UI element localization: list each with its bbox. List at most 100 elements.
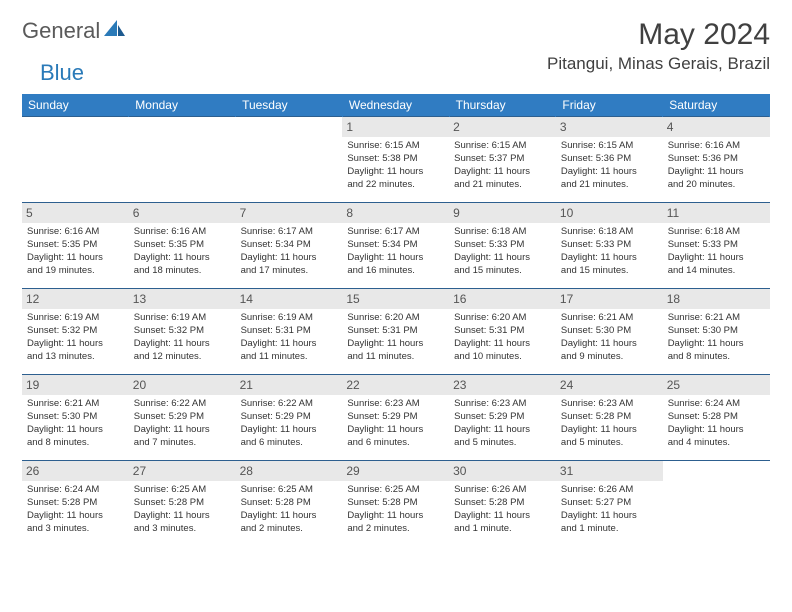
daylight-line-1: Daylight: 11 hours bbox=[241, 424, 338, 437]
sunset-line: Sunset: 5:35 PM bbox=[134, 239, 231, 252]
calendar-day-cell: 12Sunrise: 6:19 AMSunset: 5:32 PMDayligh… bbox=[22, 289, 129, 375]
daylight-line-2: and 3 minutes. bbox=[27, 523, 124, 536]
daylight-line-2: and 11 minutes. bbox=[241, 351, 338, 364]
day-number: 13 bbox=[129, 289, 236, 309]
daylight-line-1: Daylight: 11 hours bbox=[347, 166, 444, 179]
daylight-line-2: and 4 minutes. bbox=[668, 437, 765, 450]
day-number: 2 bbox=[449, 117, 556, 137]
daylight-line-2: and 3 minutes. bbox=[134, 523, 231, 536]
sunset-line: Sunset: 5:33 PM bbox=[668, 239, 765, 252]
daylight-line-1: Daylight: 11 hours bbox=[561, 424, 658, 437]
day-number: 17 bbox=[556, 289, 663, 309]
sunrise-line: Sunrise: 6:19 AM bbox=[134, 312, 231, 325]
day-number: 14 bbox=[236, 289, 343, 309]
daylight-line-1: Daylight: 11 hours bbox=[134, 424, 231, 437]
calendar-week-row: 26Sunrise: 6:24 AMSunset: 5:28 PMDayligh… bbox=[22, 461, 770, 547]
sunset-line: Sunset: 5:29 PM bbox=[454, 411, 551, 424]
sunset-line: Sunset: 5:31 PM bbox=[347, 325, 444, 338]
day-number: 3 bbox=[556, 117, 663, 137]
daylight-line-1: Daylight: 11 hours bbox=[561, 252, 658, 265]
sunrise-line: Sunrise: 6:23 AM bbox=[347, 398, 444, 411]
daylight-line-1: Daylight: 11 hours bbox=[347, 338, 444, 351]
calendar-week-row: 1Sunrise: 6:15 AMSunset: 5:38 PMDaylight… bbox=[22, 117, 770, 203]
calendar-day-cell bbox=[129, 117, 236, 203]
calendar-week-row: 19Sunrise: 6:21 AMSunset: 5:30 PMDayligh… bbox=[22, 375, 770, 461]
sunrise-line: Sunrise: 6:25 AM bbox=[347, 484, 444, 497]
daylight-line-2: and 21 minutes. bbox=[561, 179, 658, 192]
sunset-line: Sunset: 5:30 PM bbox=[668, 325, 765, 338]
calendar-day-cell: 2Sunrise: 6:15 AMSunset: 5:37 PMDaylight… bbox=[449, 117, 556, 203]
calendar-day-cell: 26Sunrise: 6:24 AMSunset: 5:28 PMDayligh… bbox=[22, 461, 129, 547]
sunset-line: Sunset: 5:32 PM bbox=[27, 325, 124, 338]
weekday-header-row: SundayMondayTuesdayWednesdayThursdayFrid… bbox=[22, 94, 770, 117]
daylight-line-1: Daylight: 11 hours bbox=[454, 338, 551, 351]
daylight-line-1: Daylight: 11 hours bbox=[134, 510, 231, 523]
sunrise-line: Sunrise: 6:17 AM bbox=[347, 226, 444, 239]
sunrise-line: Sunrise: 6:21 AM bbox=[561, 312, 658, 325]
sunset-line: Sunset: 5:29 PM bbox=[241, 411, 338, 424]
calendar-day-cell: 1Sunrise: 6:15 AMSunset: 5:38 PMDaylight… bbox=[342, 117, 449, 203]
day-number: 21 bbox=[236, 375, 343, 395]
daylight-line-1: Daylight: 11 hours bbox=[668, 424, 765, 437]
day-number: 28 bbox=[236, 461, 343, 481]
calendar-day-cell: 9Sunrise: 6:18 AMSunset: 5:33 PMDaylight… bbox=[449, 203, 556, 289]
sunset-line: Sunset: 5:29 PM bbox=[347, 411, 444, 424]
day-number: 30 bbox=[449, 461, 556, 481]
sunrise-line: Sunrise: 6:19 AM bbox=[27, 312, 124, 325]
daylight-line-2: and 21 minutes. bbox=[454, 179, 551, 192]
sunrise-line: Sunrise: 6:25 AM bbox=[134, 484, 231, 497]
daylight-line-2: and 8 minutes. bbox=[668, 351, 765, 364]
calendar-day-cell: 18Sunrise: 6:21 AMSunset: 5:30 PMDayligh… bbox=[663, 289, 770, 375]
day-number: 31 bbox=[556, 461, 663, 481]
calendar-day-cell: 16Sunrise: 6:20 AMSunset: 5:31 PMDayligh… bbox=[449, 289, 556, 375]
sunset-line: Sunset: 5:35 PM bbox=[27, 239, 124, 252]
sunrise-line: Sunrise: 6:18 AM bbox=[561, 226, 658, 239]
sunset-line: Sunset: 5:28 PM bbox=[27, 497, 124, 510]
calendar-day-cell: 22Sunrise: 6:23 AMSunset: 5:29 PMDayligh… bbox=[342, 375, 449, 461]
calendar-day-cell: 25Sunrise: 6:24 AMSunset: 5:28 PMDayligh… bbox=[663, 375, 770, 461]
sunset-line: Sunset: 5:27 PM bbox=[561, 497, 658, 510]
daylight-line-2: and 14 minutes. bbox=[668, 265, 765, 278]
location: Pitangui, Minas Gerais, Brazil bbox=[547, 54, 770, 74]
daylight-line-2: and 22 minutes. bbox=[347, 179, 444, 192]
daylight-line-2: and 13 minutes. bbox=[27, 351, 124, 364]
daylight-line-2: and 1 minute. bbox=[454, 523, 551, 536]
day-number: 29 bbox=[342, 461, 449, 481]
calendar-day-cell: 29Sunrise: 6:25 AMSunset: 5:28 PMDayligh… bbox=[342, 461, 449, 547]
sunrise-line: Sunrise: 6:23 AM bbox=[561, 398, 658, 411]
day-number: 4 bbox=[663, 117, 770, 137]
daylight-line-1: Daylight: 11 hours bbox=[347, 424, 444, 437]
daylight-line-2: and 15 minutes. bbox=[454, 265, 551, 278]
daylight-line-1: Daylight: 11 hours bbox=[454, 510, 551, 523]
weekday-header: Sunday bbox=[22, 94, 129, 117]
daylight-line-1: Daylight: 11 hours bbox=[27, 510, 124, 523]
sunset-line: Sunset: 5:28 PM bbox=[454, 497, 551, 510]
sunrise-line: Sunrise: 6:16 AM bbox=[668, 140, 765, 153]
daylight-line-1: Daylight: 11 hours bbox=[347, 252, 444, 265]
daylight-line-1: Daylight: 11 hours bbox=[561, 166, 658, 179]
day-number: 27 bbox=[129, 461, 236, 481]
daylight-line-1: Daylight: 11 hours bbox=[561, 338, 658, 351]
sunset-line: Sunset: 5:37 PM bbox=[454, 153, 551, 166]
sunrise-line: Sunrise: 6:20 AM bbox=[454, 312, 551, 325]
sunrise-line: Sunrise: 6:22 AM bbox=[241, 398, 338, 411]
daylight-line-1: Daylight: 11 hours bbox=[241, 252, 338, 265]
daylight-line-1: Daylight: 11 hours bbox=[241, 338, 338, 351]
sunset-line: Sunset: 5:32 PM bbox=[134, 325, 231, 338]
sunset-line: Sunset: 5:36 PM bbox=[668, 153, 765, 166]
day-number: 15 bbox=[342, 289, 449, 309]
calendar-day-cell: 23Sunrise: 6:23 AMSunset: 5:29 PMDayligh… bbox=[449, 375, 556, 461]
calendar-day-cell: 30Sunrise: 6:26 AMSunset: 5:28 PMDayligh… bbox=[449, 461, 556, 547]
sunrise-line: Sunrise: 6:21 AM bbox=[27, 398, 124, 411]
weekday-header: Monday bbox=[129, 94, 236, 117]
daylight-line-1: Daylight: 11 hours bbox=[454, 252, 551, 265]
weekday-header: Thursday bbox=[449, 94, 556, 117]
calendar-day-cell: 19Sunrise: 6:21 AMSunset: 5:30 PMDayligh… bbox=[22, 375, 129, 461]
day-number: 8 bbox=[342, 203, 449, 223]
sunrise-line: Sunrise: 6:16 AM bbox=[134, 226, 231, 239]
sunset-line: Sunset: 5:36 PM bbox=[561, 153, 658, 166]
daylight-line-1: Daylight: 11 hours bbox=[27, 424, 124, 437]
calendar-day-cell: 14Sunrise: 6:19 AMSunset: 5:31 PMDayligh… bbox=[236, 289, 343, 375]
day-number: 26 bbox=[22, 461, 129, 481]
sunrise-line: Sunrise: 6:15 AM bbox=[347, 140, 444, 153]
